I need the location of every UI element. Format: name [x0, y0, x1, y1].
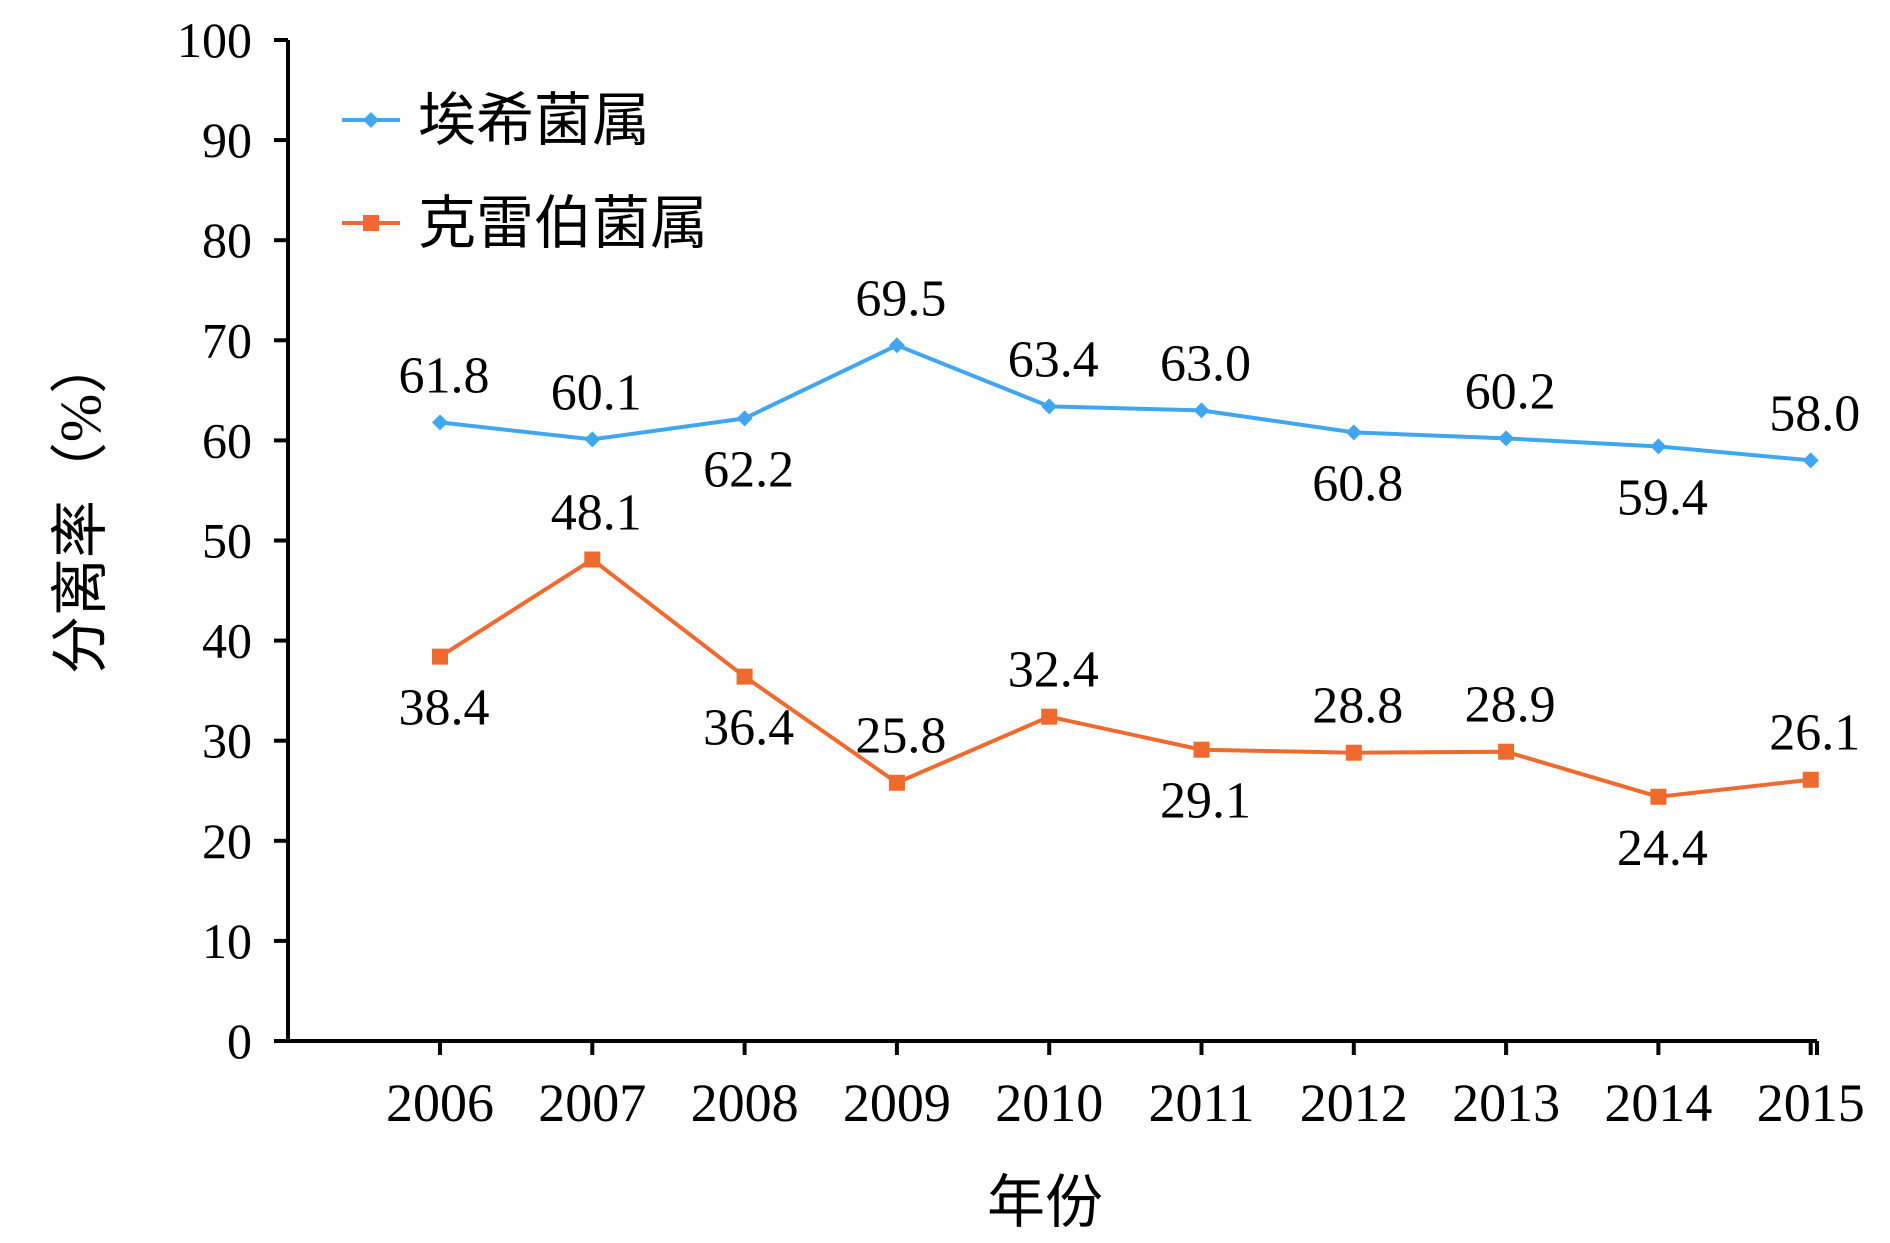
- data-point: [888, 774, 905, 791]
- x-tick-label: 2007: [538, 1073, 646, 1133]
- x-tick-label: 2011: [1149, 1073, 1255, 1133]
- data-point: [1498, 743, 1515, 760]
- y-tick-label: 50: [202, 513, 252, 569]
- data-label: 59.4: [1617, 469, 1708, 526]
- data-label: 29.1: [1160, 773, 1251, 830]
- data-label: 36.4: [703, 700, 794, 757]
- data-label: 69.5: [855, 270, 946, 327]
- y-tick-label: 20: [202, 813, 252, 869]
- data-point: [584, 431, 601, 448]
- y-tick-label: 90: [202, 112, 252, 168]
- data-label: 58.0: [1769, 385, 1860, 442]
- data-label: 28.8: [1312, 678, 1403, 735]
- x-tick-label: 2015: [1757, 1073, 1865, 1133]
- data-point: [1345, 424, 1362, 441]
- data-label: 60.1: [551, 364, 642, 421]
- data-point: [1650, 438, 1667, 455]
- data-point: [1041, 708, 1058, 725]
- x-tick-label: 2008: [691, 1073, 799, 1133]
- data-label: 63.0: [1160, 335, 1251, 392]
- x-tick-label: 2009: [843, 1073, 951, 1133]
- y-tick-label: 70: [202, 312, 252, 368]
- data-label: 38.4: [399, 680, 490, 737]
- data-point: [1193, 402, 1210, 419]
- x-tick-label: 2014: [1604, 1073, 1712, 1133]
- data-label: 28.9: [1465, 677, 1556, 734]
- data-point: [1041, 398, 1058, 415]
- data-label: 25.8: [855, 708, 946, 765]
- legend-label: 埃希菌属: [418, 88, 650, 153]
- data-point: [1498, 430, 1515, 447]
- data-point: [432, 414, 448, 431]
- series-line: [438, 557, 1811, 799]
- data-label: 61.8: [399, 347, 490, 404]
- x-axis-title: 年份: [987, 1170, 1103, 1235]
- axes: 0 10 20 30 40 50 60 70 80 90 100 2006 2007 2008 2009 20…: [177, 12, 1865, 1133]
- x-tick-label: 2010: [995, 1073, 1103, 1133]
- y-tick-label: 0: [227, 1013, 252, 1069]
- data-label: 24.4: [1617, 820, 1708, 877]
- data-point: [1345, 744, 1362, 761]
- legend-marker: [363, 112, 379, 128]
- data-label: 60.8: [1312, 455, 1403, 512]
- data-point: [432, 648, 448, 665]
- series-line: [439, 343, 1811, 463]
- data-point: [736, 668, 753, 685]
- data-point: [584, 551, 601, 568]
- y-tick-label: 80: [202, 212, 252, 268]
- data-point: [1650, 788, 1667, 805]
- data-label: 60.2: [1465, 363, 1556, 420]
- y-tick-label: 30: [202, 713, 252, 769]
- y-axis-title: 分离率（%）: [48, 336, 113, 674]
- data-point: [1802, 771, 1819, 788]
- y-tick-label: 100: [177, 12, 252, 68]
- data-point: [736, 410, 753, 427]
- data-label: 48.1: [551, 485, 642, 542]
- data-point: [1193, 741, 1210, 758]
- legend-marker: [363, 215, 379, 231]
- y-tick-label: 60: [202, 412, 252, 468]
- data-label: 63.4: [1008, 331, 1099, 388]
- data-label: 62.2: [703, 441, 794, 498]
- data-labels: 61.8 60.1 62.2 69.5 63.4 63.0 60.8 60.2 59.4 58.0…: [399, 270, 1861, 876]
- x-tick-label: 2012: [1300, 1073, 1408, 1133]
- y-tick-label: 40: [202, 613, 252, 669]
- y-tick-label: 10: [202, 913, 252, 969]
- series-layer: [432, 337, 1819, 805]
- data-label: 32.4: [1008, 642, 1099, 699]
- data-point: [888, 337, 905, 354]
- data-point: [1802, 452, 1819, 469]
- legend-label: 克雷伯菌属: [418, 191, 708, 256]
- x-tick-label: 2013: [1452, 1073, 1560, 1133]
- x-tick-label: 2006: [386, 1073, 494, 1133]
- data-label: 26.1: [1769, 705, 1860, 762]
